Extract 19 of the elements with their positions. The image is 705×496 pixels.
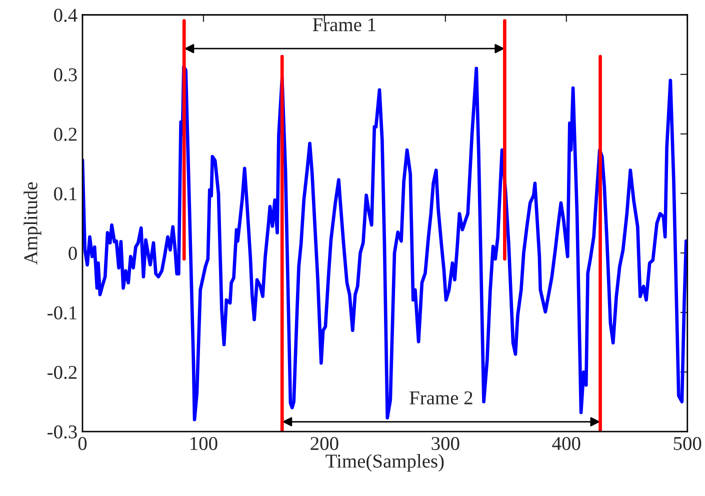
y-tick-label: -0.1 (48, 306, 76, 320)
annotation: Frame 2 (410, 391, 472, 404)
x-tick-label: 200 (310, 436, 338, 450)
y-tick-label: 0.3 (54, 68, 77, 82)
x-tick-label: 500 (674, 436, 702, 450)
x-tick-label: 300 (432, 436, 460, 450)
x-tick-label: 100 (190, 436, 218, 450)
x-axis-title: Time(Samples) (326, 454, 444, 472)
line-series (82, 64, 688, 422)
y-tick-label: 0 (68, 246, 77, 260)
y-tick-label: 0.4 (54, 8, 78, 22)
x-tick-label: 400 (552, 436, 580, 450)
y-tick-label: 0.2 (54, 128, 77, 141)
x-tick-label: 0 (78, 436, 87, 450)
y-axis-title: Amplitude (24, 182, 42, 265)
y-tick-label: -0.3 (48, 425, 77, 439)
y-tick-label: 0.1 (54, 187, 76, 200)
y-tick-label: -0.2 (48, 366, 77, 380)
annotation: Frame 1 (312, 18, 376, 32)
